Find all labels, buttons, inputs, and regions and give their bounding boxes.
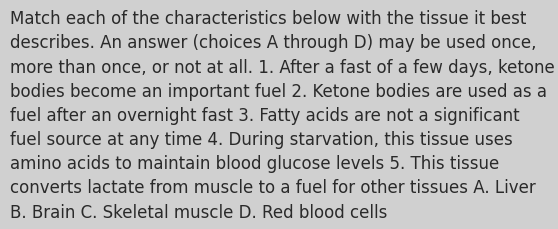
Text: amino acids to maintain blood glucose levels 5. This tissue: amino acids to maintain blood glucose le… [10,155,499,172]
Text: fuel source at any time 4. During starvation, this tissue uses: fuel source at any time 4. During starva… [10,131,513,148]
Text: Match each of the characteristics below with the tissue it best: Match each of the characteristics below … [10,10,526,28]
Text: fuel after an overnight fast 3. Fatty acids are not a significant: fuel after an overnight fast 3. Fatty ac… [10,106,519,124]
Text: more than once, or not at all. 1. After a fast of a few days, ketone: more than once, or not at all. 1. After … [10,58,555,76]
Text: bodies become an important fuel 2. Ketone bodies are used as a: bodies become an important fuel 2. Keton… [10,82,547,100]
Text: converts lactate from muscle to a fuel for other tissues A. Liver: converts lactate from muscle to a fuel f… [10,179,536,196]
Text: B. Brain C. Skeletal muscle D. Red blood cells: B. Brain C. Skeletal muscle D. Red blood… [10,203,387,221]
Text: describes. An answer (choices A through D) may be used once,: describes. An answer (choices A through … [10,34,537,52]
